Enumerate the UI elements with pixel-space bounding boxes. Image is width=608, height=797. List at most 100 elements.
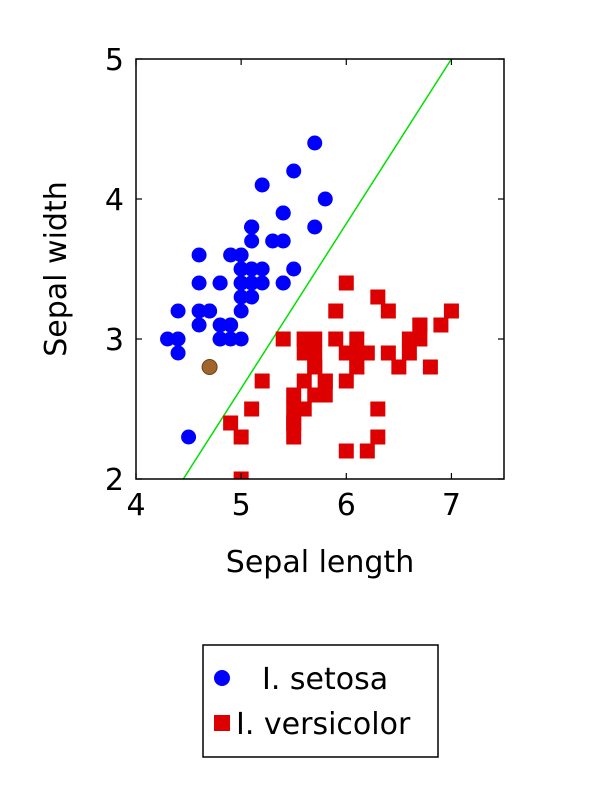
data-point	[401, 345, 417, 361]
data-point	[170, 303, 186, 319]
data-point	[233, 289, 249, 305]
data-point	[370, 429, 386, 445]
data-point	[244, 289, 260, 305]
data-point	[244, 261, 260, 277]
data-point	[223, 415, 239, 431]
data-point	[349, 359, 365, 375]
data-point	[233, 247, 249, 263]
data-point	[286, 261, 302, 277]
data-point	[223, 317, 239, 333]
data-point	[307, 219, 323, 235]
data-point	[391, 359, 407, 375]
y-tick-label: 3	[105, 323, 124, 358]
data-point	[223, 331, 239, 347]
data-point	[275, 331, 291, 347]
data-point	[338, 443, 354, 459]
data-point	[244, 219, 260, 235]
data-point	[244, 233, 260, 249]
data-point	[170, 331, 186, 347]
data-point	[286, 415, 302, 431]
data-point	[338, 275, 354, 291]
data-point	[265, 233, 281, 249]
data-point	[254, 261, 270, 277]
data-point	[191, 247, 207, 263]
data-point	[412, 331, 428, 347]
data-point	[317, 387, 333, 403]
data-point	[233, 275, 249, 291]
legend-label-setosa: I. setosa	[262, 662, 388, 697]
data-point	[328, 331, 344, 347]
data-point	[307, 331, 323, 347]
data-point	[191, 275, 207, 291]
data-point	[338, 345, 354, 361]
data-point	[275, 275, 291, 291]
data-point	[370, 401, 386, 417]
x-axis-label: Sepal length	[226, 545, 414, 580]
data-point	[244, 401, 260, 417]
data-point	[307, 345, 323, 361]
decision-boundary-line	[182, 59, 453, 479]
data-point	[254, 275, 270, 291]
data-point	[254, 177, 270, 193]
legend-marker-setosa	[214, 670, 230, 686]
data-point	[296, 373, 312, 389]
data-point	[380, 303, 396, 319]
data-point	[370, 289, 386, 305]
data-point	[443, 303, 459, 319]
data-point	[212, 275, 228, 291]
data-point	[307, 135, 323, 151]
data-point	[286, 401, 302, 417]
data-point	[233, 303, 249, 319]
data-point	[202, 303, 218, 319]
y-tick-label: 5	[105, 43, 124, 78]
data-point	[275, 233, 291, 249]
data-point	[233, 429, 249, 445]
data-point	[275, 205, 291, 221]
data-point	[254, 373, 270, 389]
legend-marker-versicolor	[214, 715, 230, 731]
legend-label-versicolor: I. versicolor	[236, 707, 411, 742]
data-point	[286, 387, 302, 403]
x-tick-label: 4	[126, 488, 145, 523]
series-versicolor	[223, 275, 459, 479]
data-point	[191, 303, 207, 319]
data-point	[286, 429, 302, 445]
data-point	[380, 345, 396, 361]
data-point	[412, 317, 428, 333]
data-point	[338, 373, 354, 389]
data-point	[181, 429, 197, 445]
data-point	[212, 331, 228, 347]
data-point	[349, 331, 365, 347]
data-point	[359, 345, 375, 361]
highlighted-point	[201, 359, 218, 375]
x-tick-label: 7	[442, 488, 461, 523]
data-point	[233, 331, 249, 347]
y-axis-label: Sepal width	[39, 181, 74, 357]
data-point	[328, 303, 344, 319]
data-point	[307, 359, 323, 375]
x-tick-label: 6	[337, 488, 356, 523]
x-tick-label: 5	[232, 488, 251, 523]
marks-layer	[160, 59, 459, 479]
data-point	[233, 261, 249, 277]
series-setosa	[160, 135, 333, 445]
legend: I. setosa I. versicolor	[202, 644, 439, 758]
y-tick-label: 2	[105, 463, 124, 498]
data-point	[433, 317, 449, 333]
data-point	[191, 317, 207, 333]
axis-ticks: 4 5 6 7 2 3 4 5	[105, 43, 504, 523]
y-tick-label: 4	[105, 183, 124, 218]
data-point	[223, 247, 239, 263]
data-point	[286, 163, 302, 179]
data-point	[359, 443, 375, 459]
plot-frame	[135, 58, 505, 480]
data-point	[317, 191, 333, 207]
data-point	[422, 359, 438, 375]
data-point	[160, 331, 176, 347]
data-point	[170, 345, 186, 361]
data-point	[212, 317, 228, 333]
legend-box	[202, 644, 439, 758]
data-point	[244, 275, 260, 291]
data-point	[317, 373, 333, 389]
